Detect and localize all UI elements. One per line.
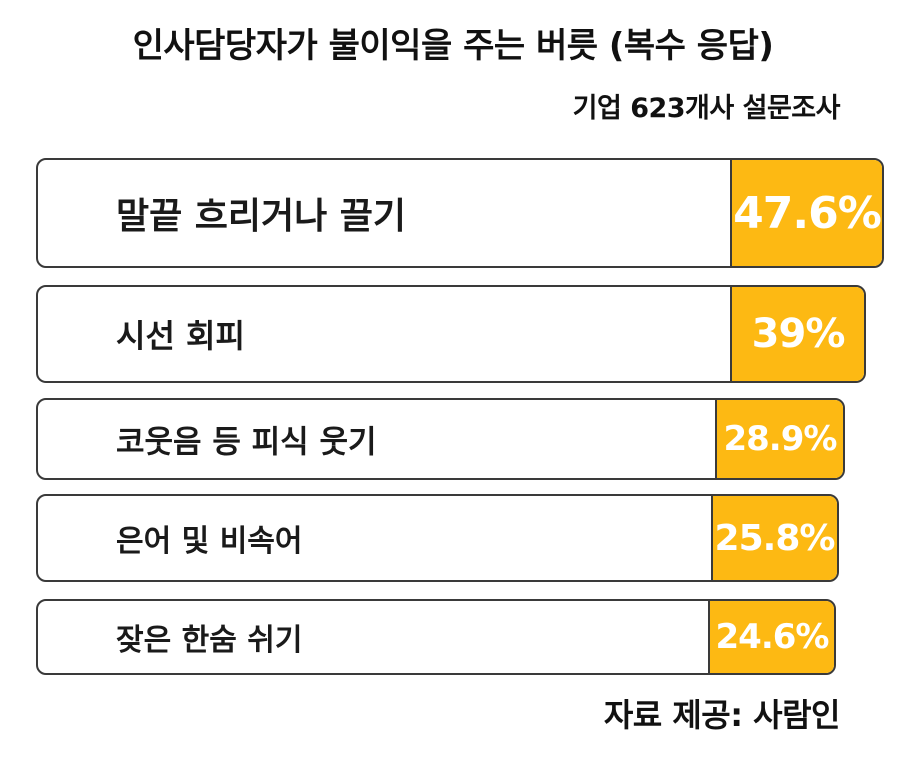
chart-subtitle: 기업 623개사 설문조사 [572,93,841,124]
bar-value-label: 39% [730,287,865,381]
bar-value-label: 25.8% [710,496,837,580]
bar-value-label: 24.6% [708,601,834,673]
bar-label: 말끝 흐리거나 끌기 [116,196,407,237]
bar-label: 잦은 한숨 쉬기 [116,623,303,658]
bar-value-label: 28.9% [714,400,843,478]
source-credit: 자료 제공: 사람인 [603,696,841,734]
bar-label: 코웃음 등 피식 웃기 [116,424,377,461]
bar-value-label: 47.6% [730,160,882,266]
bar-label: 은어 및 비속어 [116,524,303,559]
bar-label: 시선 회피 [116,317,245,355]
chart-title: 인사담당자가 불이익을 주는 버릇 (복수 응답) [132,26,774,66]
bar-3: 코웃음 등 피식 웃기 28.9% [36,398,845,480]
bar-1: 말끝 흐리거나 끌기 47.6% [36,158,884,268]
bar-4: 은어 및 비속어 25.8% [36,494,839,582]
bar-2: 시선 회피 39% [36,285,867,383]
bar-5: 잦은 한숨 쉬기 24.6% [36,599,836,675]
